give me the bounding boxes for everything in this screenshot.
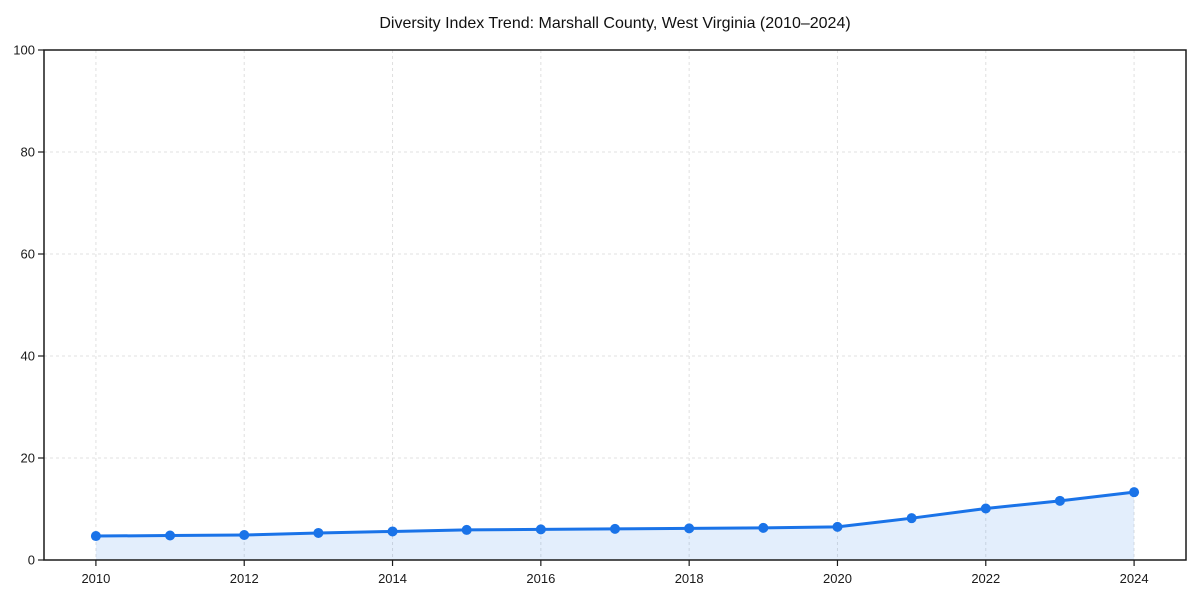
- x-tick-label: 2022: [971, 571, 1000, 586]
- y-tick-label: 20: [21, 451, 35, 466]
- chart-title: Diversity Index Trend: Marshall County, …: [379, 15, 850, 32]
- data-point-marker: [758, 522, 769, 533]
- data-point-marker: [684, 523, 695, 534]
- x-tick-label: 2016: [526, 571, 555, 586]
- y-tick-label: 40: [21, 349, 35, 364]
- data-point-marker: [387, 526, 398, 537]
- plot-border: [43, 49, 1187, 561]
- x-axis-tick-labels: 2010 2012 2014 2016 2018 2020 2022 2024: [81, 571, 1148, 586]
- data-point-marker: [1129, 487, 1140, 498]
- y-tick-label: 60: [21, 247, 35, 262]
- x-tick-label: 2024: [1120, 571, 1149, 586]
- data-point-marker: [90, 531, 101, 542]
- data-point-marker: [980, 503, 991, 514]
- x-tick-label: 2014: [378, 571, 407, 586]
- data-point-marker: [1054, 495, 1065, 506]
- data-point-marker: [535, 524, 546, 535]
- data-point-marker: [239, 530, 250, 541]
- x-tick-label: 2020: [823, 571, 852, 586]
- data-point-marker: [313, 527, 324, 538]
- gridlines: [44, 49, 1186, 560]
- data-point-marker: [165, 530, 176, 541]
- y-tick-label: 100: [13, 43, 35, 58]
- data-point-marker: [832, 521, 843, 532]
- data-point-marker: [610, 523, 620, 534]
- y-tick-label: 0: [28, 553, 35, 568]
- x-tick-label: 2010: [81, 571, 110, 586]
- y-tick-label: 80: [21, 145, 35, 160]
- data-point-marker: [906, 513, 917, 524]
- y-axis-tick-labels: 0 20 40 60 80 100: [13, 43, 35, 568]
- axes: [38, 49, 1187, 566]
- data-points: [90, 487, 1140, 542]
- x-tick-label: 2018: [675, 571, 704, 586]
- data-point-marker: [461, 524, 472, 535]
- area-fill: [95, 492, 1135, 560]
- x-tick-label: 2012: [230, 571, 259, 586]
